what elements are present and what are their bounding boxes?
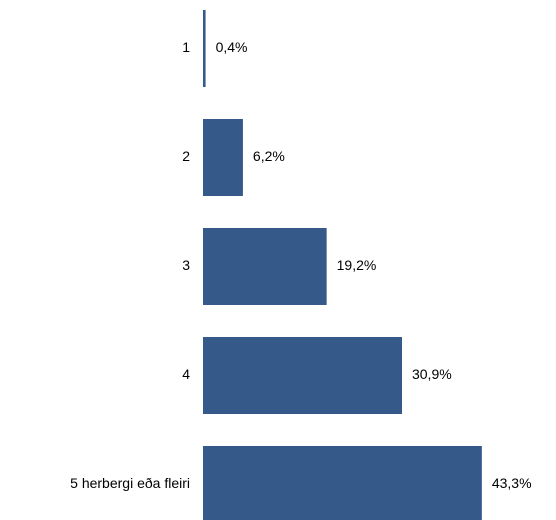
category-label: 4 [182,366,190,382]
value-label: 0,4% [216,39,248,55]
bar [203,337,402,414]
bar [203,10,206,87]
category-label: 5 herbergi eða fleiri [70,475,190,491]
value-label: 6,2% [253,148,285,164]
value-label: 19,2% [337,257,377,273]
category-label: 1 [182,39,190,55]
value-label: 30,9% [412,366,452,382]
category-label: 3 [182,257,190,273]
bar [203,228,327,305]
category-label: 2 [182,148,190,164]
bar [203,446,482,520]
bar [203,119,243,196]
value-label: 43,3% [492,475,532,491]
